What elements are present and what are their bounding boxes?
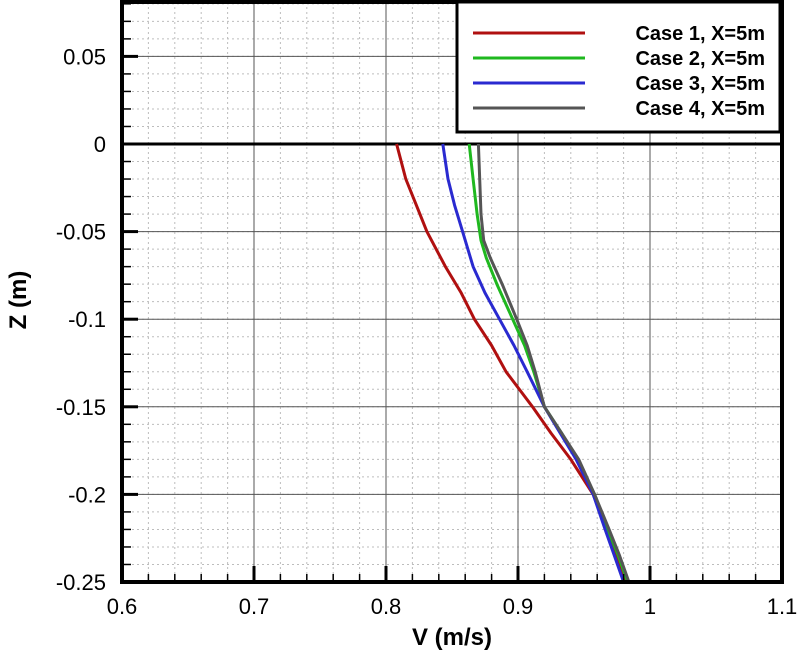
- y-tick-label: -0.15: [56, 395, 106, 420]
- legend-label: Case 2, X=5m: [635, 48, 765, 70]
- y-tick-label: -0.2: [68, 482, 106, 507]
- x-tick-label: 0.9: [503, 594, 534, 619]
- y-tick-label: -0.25: [56, 570, 106, 595]
- y-tick-label: -0.05: [56, 220, 106, 245]
- legend-label: Case 1, X=5m: [635, 23, 765, 45]
- legend: Case 1, X=5m Case 2, X=5m Case 3, X=5m Case…: [455, 0, 782, 134]
- x-tick-label: 1: [644, 594, 656, 619]
- x-tick-label: 0.6: [107, 594, 138, 619]
- x-tick-labels: 0.6 0.7 0.8 0.9 1 1.1: [107, 594, 798, 619]
- x-tick-label: 1.1: [767, 594, 798, 619]
- y-tick-labels: 0.05 0 -0.05 -0.1 -0.15 -0.2 -0.25: [56, 44, 106, 595]
- y-tick-label: 0.05: [63, 44, 106, 69]
- legend-box: [455, 0, 782, 134]
- y-axis-title: Z (m): [5, 271, 32, 330]
- data-series: [395, 143, 631, 583]
- x-tick-label: 0.8: [371, 594, 402, 619]
- series-line-case-1: [395, 143, 628, 583]
- legend-label: Case 4, X=5m: [635, 98, 765, 120]
- x-tick-label: 0.7: [239, 594, 270, 619]
- series-line-case-4: [476, 143, 631, 583]
- legend-label: Case 3, X=5m: [635, 73, 765, 95]
- y-tick-label: -0.1: [68, 307, 106, 332]
- series-line-case-3: [441, 143, 626, 583]
- plot-frame: [120, 0, 784, 584]
- y-tick-label: 0: [94, 132, 106, 157]
- x-axis-title: V (m/s): [412, 624, 492, 651]
